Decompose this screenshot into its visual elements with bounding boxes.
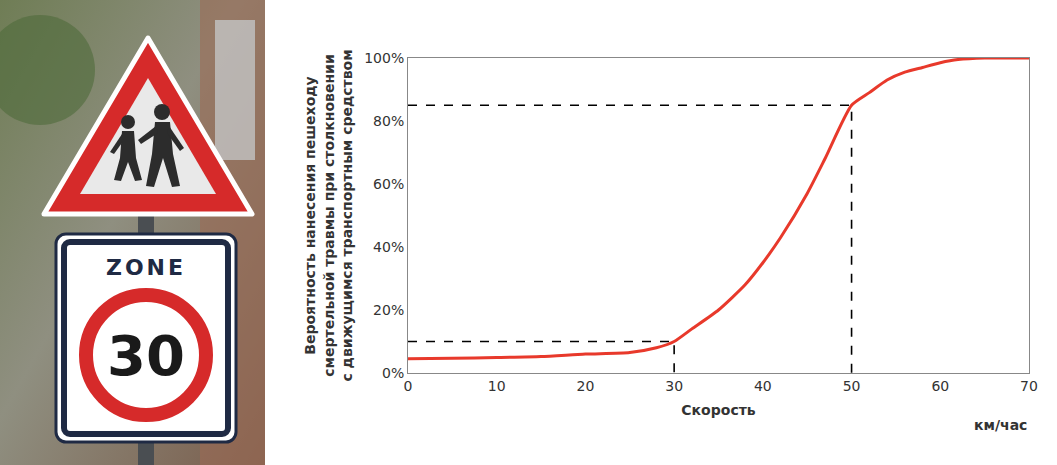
svg-text:30: 30	[665, 378, 683, 394]
svg-text:70: 70	[1020, 378, 1038, 394]
svg-text:60: 60	[931, 378, 949, 394]
svg-text:Вероятность нанесения пешеходу: Вероятность нанесения пешеходусмертельно…	[302, 49, 354, 381]
svg-text:км/час: км/час	[974, 417, 1027, 433]
svg-text:30: 30	[107, 323, 185, 388]
svg-text:Скорость: Скорость	[681, 402, 755, 418]
svg-text:60%: 60%	[373, 176, 404, 192]
svg-text:0%: 0%	[382, 365, 404, 381]
svg-text:100%: 100%	[364, 50, 404, 66]
svg-text:80%: 80%	[373, 113, 404, 129]
svg-text:0: 0	[404, 378, 413, 394]
svg-text:20%: 20%	[373, 302, 404, 318]
svg-text:ZONE: ZONE	[106, 255, 186, 280]
svg-text:50: 50	[843, 378, 861, 394]
svg-text:40%: 40%	[373, 239, 404, 255]
svg-text:20: 20	[577, 378, 595, 394]
svg-text:10: 10	[488, 378, 506, 394]
svg-text:40: 40	[754, 378, 772, 394]
